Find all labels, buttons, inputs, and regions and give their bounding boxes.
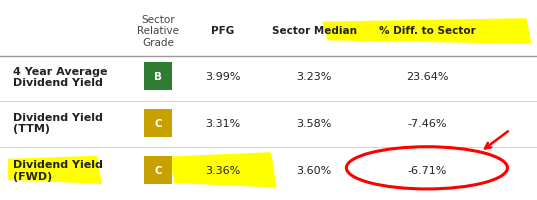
Text: 3.60%: 3.60% bbox=[296, 165, 332, 175]
FancyBboxPatch shape bbox=[144, 63, 172, 91]
Text: % Diff. to Sector: % Diff. to Sector bbox=[379, 26, 475, 36]
Text: 3.36%: 3.36% bbox=[205, 165, 241, 175]
Text: C: C bbox=[155, 165, 162, 175]
Text: 4 Year Average
Dividend Yield: 4 Year Average Dividend Yield bbox=[13, 66, 108, 88]
Text: C: C bbox=[155, 118, 162, 128]
Text: Dividend Yield
(TTM): Dividend Yield (TTM) bbox=[13, 112, 103, 134]
Text: 3.23%: 3.23% bbox=[296, 72, 332, 82]
FancyBboxPatch shape bbox=[144, 109, 172, 137]
FancyBboxPatch shape bbox=[144, 156, 172, 184]
Text: Sector
Relative
Grade: Sector Relative Grade bbox=[137, 14, 179, 48]
Text: -6.71%: -6.71% bbox=[407, 165, 447, 175]
Polygon shape bbox=[322, 19, 532, 45]
Text: B: B bbox=[155, 72, 162, 82]
Text: Sector Median: Sector Median bbox=[272, 26, 357, 36]
Text: PFG: PFG bbox=[211, 26, 235, 36]
Text: Dividend Yield
(FWD): Dividend Yield (FWD) bbox=[13, 159, 103, 181]
Text: 3.58%: 3.58% bbox=[296, 118, 332, 128]
Text: 3.99%: 3.99% bbox=[205, 72, 241, 82]
Polygon shape bbox=[169, 152, 277, 188]
Polygon shape bbox=[8, 156, 102, 184]
Text: -7.46%: -7.46% bbox=[407, 118, 447, 128]
Text: 23.64%: 23.64% bbox=[405, 72, 448, 82]
Text: 3.31%: 3.31% bbox=[205, 118, 241, 128]
